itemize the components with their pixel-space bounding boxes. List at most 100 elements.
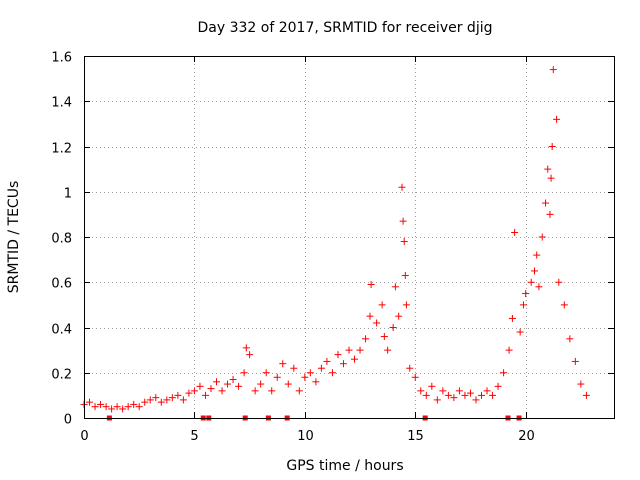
data-point bbox=[422, 391, 430, 399]
data-point bbox=[152, 394, 160, 402]
data-point bbox=[367, 281, 375, 289]
data-point bbox=[494, 382, 502, 390]
y-tick-label: 1.2 bbox=[51, 142, 72, 157]
data-point bbox=[306, 369, 314, 377]
data-point bbox=[398, 183, 406, 191]
data-point bbox=[224, 380, 232, 388]
grid-lines bbox=[84, 56, 614, 418]
data-point bbox=[582, 391, 590, 399]
data-point bbox=[168, 394, 176, 402]
y-tick-label: 0.2 bbox=[51, 368, 72, 383]
y-tick-label: 1 bbox=[64, 187, 72, 202]
y-axis-label: SRMTID / TECUs bbox=[6, 181, 22, 294]
data-point bbox=[351, 355, 359, 363]
data-point bbox=[389, 324, 397, 331]
y-tick-label: 1.4 bbox=[51, 96, 72, 111]
data-point bbox=[508, 314, 516, 322]
data-point bbox=[472, 396, 480, 404]
data-point bbox=[450, 394, 458, 402]
x-tick-label: 0 bbox=[80, 429, 88, 444]
data-point bbox=[356, 346, 364, 354]
data-point bbox=[391, 283, 399, 291]
data-point bbox=[566, 335, 574, 343]
data-point bbox=[301, 373, 309, 381]
data-point bbox=[527, 278, 535, 286]
axes: 0 5 10 15 20 0 0.2 0.4 0.6 0.8 1 1.2 1.4 1.6 bbox=[51, 51, 614, 444]
data-point bbox=[466, 389, 474, 397]
data-point bbox=[334, 351, 342, 359]
data-point bbox=[317, 364, 325, 372]
data-point bbox=[366, 312, 374, 320]
data-point bbox=[384, 346, 392, 354]
data-point bbox=[533, 251, 541, 259]
data-point bbox=[174, 391, 182, 399]
data-point bbox=[538, 233, 546, 241]
data-point bbox=[455, 387, 463, 395]
data-point bbox=[555, 278, 563, 286]
data-point bbox=[439, 387, 447, 395]
data-point bbox=[213, 378, 220, 386]
data-point bbox=[312, 378, 320, 386]
data-point bbox=[157, 398, 165, 406]
data-point bbox=[399, 217, 407, 225]
data-point bbox=[251, 387, 259, 395]
data-point bbox=[401, 271, 409, 279]
data-point bbox=[548, 143, 556, 150]
data-point bbox=[345, 346, 353, 354]
data-point bbox=[124, 403, 132, 411]
data-point bbox=[571, 357, 579, 365]
x-tick-label: 20 bbox=[518, 429, 535, 444]
data-point bbox=[378, 301, 386, 309]
data-point bbox=[417, 387, 425, 395]
data-point bbox=[97, 400, 105, 408]
data-point bbox=[207, 385, 215, 393]
y-tick-label: 0.4 bbox=[51, 323, 72, 338]
data-point bbox=[489, 391, 497, 399]
data-point bbox=[119, 405, 127, 413]
data-points bbox=[80, 66, 590, 413]
x-tick-label: 10 bbox=[297, 429, 314, 444]
chart-title: Day 332 of 2017, SRMTID for receiver dji… bbox=[198, 20, 493, 36]
data-point bbox=[86, 398, 94, 406]
data-point bbox=[295, 387, 303, 395]
y-tick-label: 0 bbox=[64, 413, 72, 428]
data-point bbox=[362, 335, 370, 343]
data-point bbox=[444, 391, 452, 399]
x-tick-label: 5 bbox=[190, 429, 198, 444]
data-point bbox=[380, 333, 388, 341]
data-point bbox=[406, 364, 414, 372]
data-point bbox=[461, 391, 469, 399]
x-tick-label: 15 bbox=[407, 429, 424, 444]
data-point bbox=[560, 301, 568, 309]
data-point bbox=[218, 387, 226, 395]
data-point bbox=[535, 283, 543, 291]
data-point bbox=[478, 391, 485, 399]
data-point bbox=[135, 403, 143, 411]
data-point bbox=[190, 387, 198, 395]
data-point bbox=[163, 396, 171, 404]
data-point bbox=[268, 387, 276, 395]
y-tick-label: 0.6 bbox=[51, 277, 72, 292]
data-point bbox=[229, 376, 237, 384]
data-point bbox=[411, 373, 419, 381]
data-point bbox=[531, 267, 538, 275]
data-point bbox=[242, 344, 250, 352]
data-point bbox=[542, 199, 550, 207]
data-point bbox=[546, 210, 554, 218]
data-point bbox=[262, 369, 270, 377]
data-point bbox=[483, 387, 491, 395]
data-point bbox=[141, 398, 149, 406]
data-point bbox=[235, 382, 243, 390]
data-point bbox=[290, 364, 298, 372]
data-point bbox=[185, 389, 193, 397]
data-point bbox=[102, 403, 110, 411]
data-point bbox=[257, 380, 265, 388]
x-axis-label: GPS time / hours bbox=[286, 458, 403, 474]
data-point bbox=[240, 369, 248, 377]
data-point bbox=[108, 405, 116, 413]
data-point bbox=[373, 319, 381, 327]
data-point bbox=[544, 165, 552, 173]
data-point bbox=[91, 403, 99, 411]
data-point bbox=[339, 360, 347, 368]
